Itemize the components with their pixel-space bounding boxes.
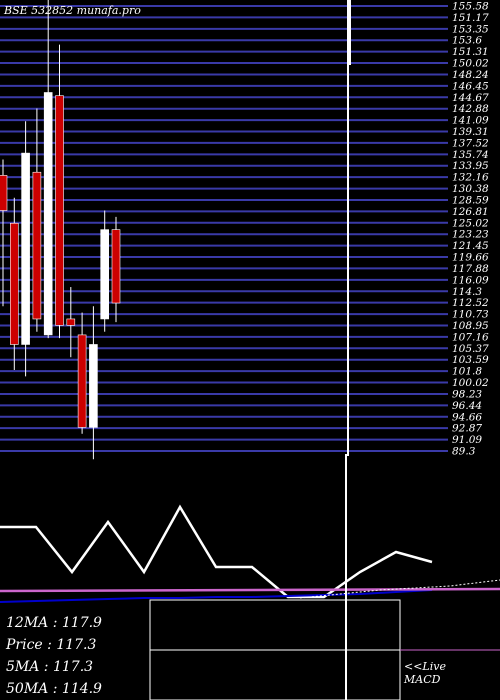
price-tick-label: 100.02 (452, 377, 489, 389)
bull-candle-body (43, 92, 53, 336)
price-tick-label: 130.38 (452, 183, 489, 195)
ma12-readout: 12MA : 117.9 (6, 615, 102, 631)
price-tick-label: 153.35 (452, 23, 489, 35)
candle (32, 108, 42, 332)
price-tick-label: 112.52 (452, 297, 489, 309)
candle (55, 44, 64, 339)
chart-title: BSE 532852 munafa.pro (4, 4, 141, 17)
bear-candle-body (55, 95, 64, 326)
candle (66, 287, 76, 358)
price-tick-label: 148.24 (452, 69, 489, 81)
candle (77, 312, 87, 434)
bull-candle-body (100, 229, 109, 320)
price-candles (0, 0, 121, 460)
price-tick-label: 151.17 (452, 12, 489, 24)
histogram-trace (299, 579, 500, 599)
candle (10, 197, 19, 370)
bull-candle-body (21, 152, 30, 345)
bear-candle-body (111, 229, 121, 304)
candle (89, 306, 98, 460)
price-tick-label: 110.73 (452, 309, 489, 321)
candle (111, 216, 121, 323)
price-tick-label: 94.66 (452, 411, 482, 423)
price-tick-label: 139.31 (452, 126, 489, 138)
price-tick-label: 133.95 (452, 160, 489, 172)
candle (43, 0, 53, 339)
price-tick-label: 98.23 (452, 388, 482, 400)
price-tick-label: 137.52 (452, 137, 489, 149)
macd-label: MACD (404, 673, 441, 686)
bear-candle-body (10, 222, 19, 345)
signal-line (0, 589, 433, 603)
price-tick-label: 144.67 (452, 92, 489, 104)
price-tick-label: 132.16 (452, 172, 489, 184)
ma50-readout: 50MA : 114.9 (6, 681, 102, 697)
price-tick-label: 105.37 (452, 343, 489, 355)
vertical-marker-line (345, 0, 349, 700)
ma5-readout: 5MA : 117.3 (6, 659, 94, 675)
price-tick-label: 108.95 (452, 320, 489, 332)
price-tick-label: 121.45 (452, 240, 489, 252)
live-label-block: <<Live MACD (404, 660, 446, 686)
price-tick-label: 142.88 (452, 103, 489, 115)
price-tick-label: 114.3 (452, 286, 482, 298)
bear-candle-body (66, 318, 76, 326)
macd-line (0, 504, 433, 599)
price-tick-label: 141.09 (452, 115, 489, 127)
price-tick-label: 96.44 (452, 400, 482, 412)
price-tick-label: 103.59 (452, 354, 489, 366)
price-tick-label: 119.66 (452, 252, 489, 264)
price-tick-label: 107.16 (452, 331, 489, 343)
price-tick-label: 128.59 (452, 194, 489, 206)
price-tick-label: 125.02 (452, 217, 489, 229)
price-tick-label: 101.8 (452, 366, 482, 378)
price-tick-label: 146.45 (452, 80, 489, 92)
candle (0, 159, 8, 307)
overlay-frames (149, 0, 500, 700)
price-tick-label: 117.88 (452, 263, 489, 275)
price-tick-label: 135.74 (452, 149, 489, 161)
price-tick-label: 150.02 (452, 58, 489, 70)
candle (21, 121, 30, 377)
live-link[interactable]: <<Live (404, 660, 446, 673)
price-tick-label: 151.31 (452, 46, 489, 58)
macd-panel (0, 504, 500, 603)
price-readout: Price : 117.3 (6, 637, 97, 653)
zero-line (0, 587, 500, 593)
price-tick-label: 123.23 (452, 229, 489, 241)
bull-candle-body (89, 344, 98, 428)
price-axis-ticks: 155.58151.17153.35153.6151.31150.02148.2… (452, 1, 489, 458)
price-tick-label: 116.09 (452, 274, 489, 286)
indicator-readout: 12MA : 117.9 Price : 117.3 5MA : 117.3 5… (6, 612, 151, 700)
price-gridlines (0, 5, 448, 452)
price-tick-label: 91.09 (452, 434, 482, 446)
bear-candle-body (77, 334, 87, 428)
price-tick-label: 155.58 (452, 1, 489, 13)
price-tick-label: 92.87 (452, 423, 482, 435)
bear-candle-body (32, 171, 42, 320)
price-tick-label: 153.6 (452, 35, 482, 47)
bear-candle-body (0, 175, 8, 211)
candle (100, 210, 109, 332)
price-tick-label: 89.3 (452, 446, 476, 458)
price-tick-label: 126.81 (452, 206, 489, 218)
